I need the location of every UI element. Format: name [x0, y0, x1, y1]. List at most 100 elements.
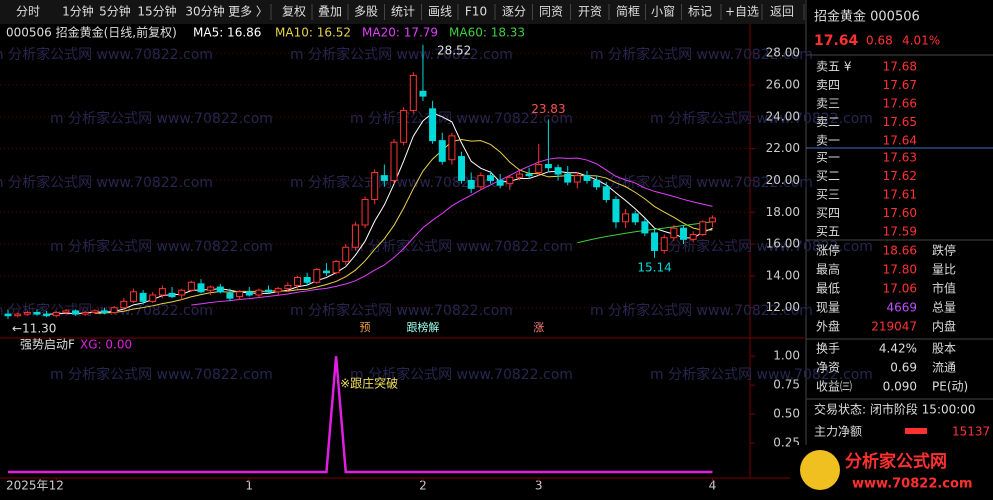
candle-body	[506, 176, 514, 185]
toolbar-button[interactable]: 画线	[428, 5, 452, 19]
x-prefix: 2025年	[6, 479, 49, 493]
watermark: m 分析家公式网 www.70822.com	[0, 174, 213, 191]
candle-body	[178, 289, 186, 296]
row-label: 流通	[932, 361, 956, 375]
toolbar-button[interactable]: 5分钟	[99, 4, 131, 19]
toolbar-button[interactable]: 多股	[354, 5, 378, 19]
x-tick-label: 1	[245, 479, 253, 493]
price-annotation: ←11.30	[12, 321, 56, 335]
candle-body	[284, 284, 292, 290]
candle-body	[448, 135, 456, 161]
candle-body	[62, 310, 70, 313]
toolbar-button[interactable]: 1分钟	[62, 4, 94, 19]
watermark: m 分析家公式网 www.70822.com	[290, 302, 513, 319]
candle-body	[72, 310, 80, 315]
y-tick-label: 26.00	[766, 77, 800, 91]
candle-body	[371, 171, 379, 201]
toolbar-button[interactable]: 复权	[282, 5, 306, 19]
candle-body	[554, 167, 562, 175]
watermark: m 分析家公式网 www.70822.com	[290, 174, 513, 191]
x-tick-label: 2	[419, 479, 427, 493]
y-tick-label: 22.00	[766, 141, 800, 155]
candle-body	[168, 292, 176, 298]
candle-body	[81, 311, 89, 315]
ma-line	[94, 139, 713, 314]
toolbar-button[interactable]: 逐分	[502, 5, 526, 19]
toolbar-button[interactable]: 分时	[16, 5, 40, 19]
toolbar-button[interactable]: 30分钟	[185, 4, 224, 19]
candle-body	[110, 307, 118, 313]
ma-line	[191, 157, 713, 306]
row-value: 0.69	[890, 361, 917, 375]
logo-url: www.70822.com	[852, 477, 973, 492]
toolbar-button[interactable]: 标记	[688, 5, 712, 19]
candle-body	[660, 237, 668, 251]
toolbar-button[interactable]: F10	[465, 5, 487, 19]
row-value: 17.61	[883, 188, 917, 202]
toolbar-button[interactable]: 简框	[616, 5, 640, 19]
candle-body	[400, 109, 408, 143]
watermark: m 分析家公式网 www.70822.com	[650, 238, 873, 255]
price: 17.64	[814, 33, 859, 49]
signal-marker: 预	[360, 321, 371, 334]
row-label: 卖四	[816, 78, 840, 92]
toolbar-button[interactable]: 开资	[578, 5, 602, 19]
toolbar-button[interactable]: 同资	[539, 5, 563, 19]
candle-body	[535, 164, 543, 173]
row-label: 涨停	[816, 243, 840, 258]
toolbar-button[interactable]: 小窗	[651, 5, 675, 19]
watermark: m 分析家公式网 www.70822.com	[650, 366, 873, 383]
toolbar-button[interactable]: 叠加	[318, 5, 342, 19]
candle-body	[467, 179, 475, 189]
candle-body	[332, 261, 340, 274]
candle-body	[216, 286, 224, 293]
y-tick-label: 0.50	[773, 407, 800, 421]
row-label: 买一	[816, 151, 840, 165]
row-value: 17.64	[883, 134, 917, 148]
y-tick-label: 1.00	[773, 349, 800, 363]
row-label: 卖五 ¥	[816, 60, 852, 74]
row-label: 卖二	[816, 115, 840, 129]
signal-marker: 跟榜解	[406, 320, 439, 334]
toolbar-button[interactable]: +自选	[725, 5, 759, 19]
change: 0.68	[866, 34, 893, 48]
candle-body	[670, 227, 678, 239]
row-value: 17.60	[883, 206, 917, 220]
price-annotation: 28.52	[437, 43, 471, 57]
candle-body	[187, 281, 195, 291]
candle-body	[351, 224, 359, 248]
candle-body	[236, 291, 244, 298]
signal-marker: 涨	[533, 321, 544, 334]
ma-label: MA20: 17.79	[362, 26, 438, 40]
row-value: 219047	[871, 320, 917, 334]
toolbar-button[interactable]: 统计	[391, 5, 415, 19]
row-value: 17.62	[883, 169, 917, 183]
candle-body	[120, 300, 128, 309]
row-label: PE(动)	[932, 380, 968, 394]
candle-body	[477, 175, 485, 188]
row-value: 17.59	[883, 225, 917, 239]
row-label: 买五	[816, 225, 840, 239]
y-tick-label: 28.00	[766, 46, 800, 60]
toolbar-button[interactable]: 返回	[770, 5, 794, 19]
y-tick-label: 0.75	[773, 378, 800, 392]
toolbar-button[interactable]: 15分钟	[137, 4, 176, 19]
ma-line	[46, 112, 713, 315]
candle-body	[265, 289, 273, 293]
candle-body	[361, 199, 369, 226]
row-value: 4669	[886, 301, 917, 315]
toolbar-button[interactable]: 更多 〉	[228, 5, 268, 19]
chart-title: 000506 招金黄金(日线,前复权)	[6, 25, 177, 40]
row-label: 收益㈢	[816, 380, 852, 394]
watermark: m 分析家公式网 www.70822.com	[50, 366, 273, 383]
row-label: 内盘	[932, 319, 956, 334]
row-label: 净资	[816, 361, 840, 375]
row-label: 量比	[932, 263, 956, 277]
watermark: m 分析家公式网 www.70822.com	[50, 238, 273, 255]
candle-body	[525, 173, 533, 177]
candle-body	[689, 234, 697, 240]
x-tick-label: 12	[49, 479, 64, 493]
candle-body	[14, 313, 22, 317]
